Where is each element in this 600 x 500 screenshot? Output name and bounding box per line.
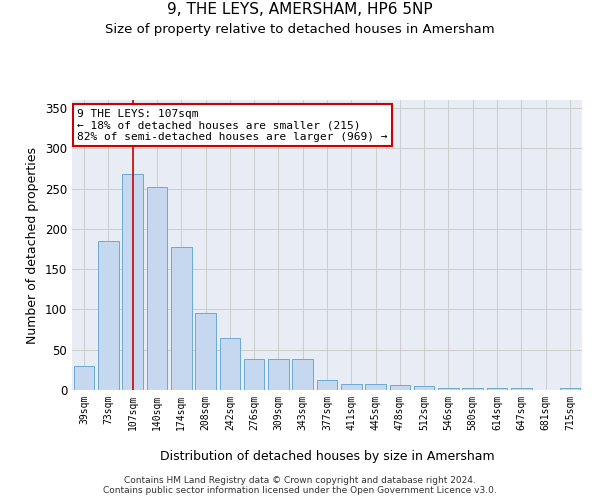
Bar — [171, 248, 191, 390]
Bar — [341, 384, 362, 390]
Bar — [220, 338, 240, 390]
Bar — [389, 385, 410, 390]
Text: Distribution of detached houses by size in Amersham: Distribution of detached houses by size … — [160, 450, 494, 463]
Bar — [74, 366, 94, 390]
Bar — [365, 384, 386, 390]
Bar — [511, 388, 532, 390]
Text: 9 THE LEYS: 107sqm
← 18% of detached houses are smaller (215)
82% of semi-detach: 9 THE LEYS: 107sqm ← 18% of detached hou… — [77, 108, 388, 142]
Bar — [195, 314, 216, 390]
Text: 9, THE LEYS, AMERSHAM, HP6 5NP: 9, THE LEYS, AMERSHAM, HP6 5NP — [167, 2, 433, 18]
Bar — [438, 388, 459, 390]
Bar — [463, 388, 483, 390]
Bar — [414, 386, 434, 390]
Y-axis label: Number of detached properties: Number of detached properties — [26, 146, 40, 344]
Bar — [292, 360, 313, 390]
Text: Contains HM Land Registry data © Crown copyright and database right 2024.
Contai: Contains HM Land Registry data © Crown c… — [103, 476, 497, 495]
Bar — [244, 360, 265, 390]
Bar — [268, 360, 289, 390]
Bar — [98, 241, 119, 390]
Text: Size of property relative to detached houses in Amersham: Size of property relative to detached ho… — [105, 22, 495, 36]
Bar — [487, 388, 508, 390]
Bar — [317, 380, 337, 390]
Bar — [560, 388, 580, 390]
Bar — [146, 187, 167, 390]
Bar — [122, 174, 143, 390]
